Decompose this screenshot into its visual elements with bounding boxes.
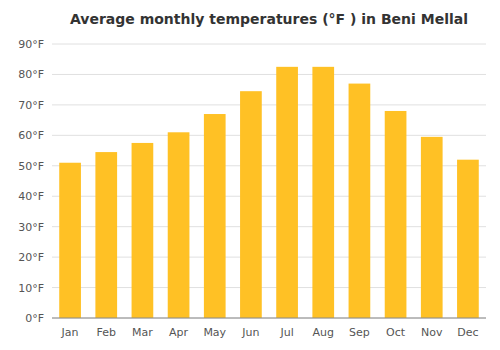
x-tick-label: Jul — [279, 326, 293, 339]
bar — [457, 160, 479, 318]
grid-line — [52, 135, 486, 136]
bar — [421, 137, 443, 318]
x-tick-label: Feb — [97, 326, 116, 339]
y-tick-label: 70°F — [18, 99, 44, 112]
grid — [52, 44, 486, 318]
x-tick-label: Sep — [349, 326, 370, 339]
x-tick-label: Jan — [61, 326, 79, 339]
x-tick-label: Apr — [169, 326, 189, 339]
x-tick-label: Mar — [132, 326, 153, 339]
x-tick-label: Oct — [386, 326, 406, 339]
bar — [349, 84, 371, 318]
bars — [59, 67, 479, 318]
title: Average monthly temperatures (°F ) in Be… — [70, 11, 468, 27]
y-tick-label: 80°F — [18, 68, 44, 81]
y-tick-label: 20°F — [18, 251, 44, 264]
y-tick-label: 30°F — [18, 221, 44, 234]
y-tick-label: 60°F — [18, 129, 44, 142]
y-tick-label: 50°F — [18, 160, 44, 173]
x-tick-label: Aug — [313, 326, 334, 339]
grid-line — [52, 74, 486, 75]
bar — [312, 67, 334, 318]
bar — [385, 111, 407, 318]
bar — [276, 67, 298, 318]
grid-line — [52, 318, 486, 319]
chart-container: Average monthly temperatures (°F ) in Be… — [0, 0, 500, 350]
grid-line — [52, 44, 486, 45]
x-tick-label: Nov — [421, 326, 443, 339]
y-tick-label: 40°F — [18, 190, 44, 203]
bar — [240, 91, 262, 318]
x-tick-label: May — [203, 326, 226, 339]
bar — [204, 114, 226, 318]
x-tick-label: Jun — [241, 326, 259, 339]
chart: Average monthly temperatures (°F ) in Be… — [0, 0, 500, 350]
x-tick-label: Dec — [457, 326, 478, 339]
bar — [168, 132, 190, 318]
bar — [132, 143, 154, 318]
bar — [95, 152, 117, 318]
x-axis-line — [52, 318, 486, 319]
bar — [59, 163, 81, 318]
y-tick-label: 90°F — [18, 38, 44, 51]
y-tick-label: 0°F — [25, 312, 44, 325]
grid-line — [52, 104, 486, 105]
y-tick-label: 10°F — [18, 282, 44, 295]
